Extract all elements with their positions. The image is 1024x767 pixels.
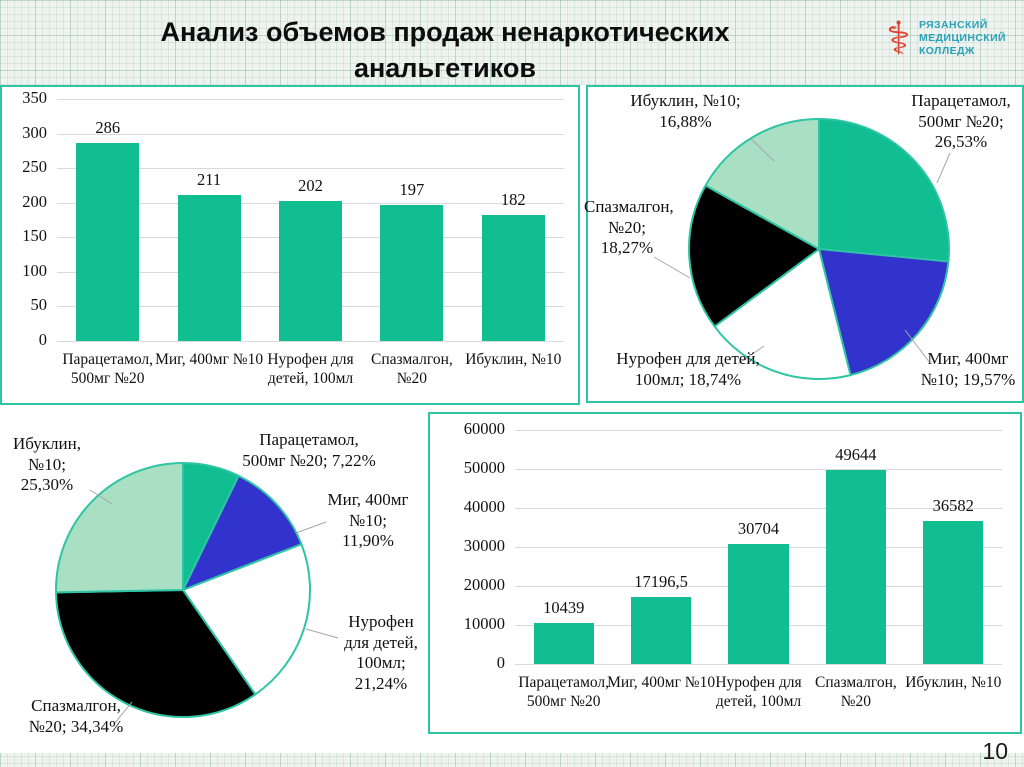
pie-packs-share-svg <box>688 118 950 380</box>
y-tick-label: 0 <box>38 330 47 349</box>
bar-value-label: 286 <box>95 118 121 138</box>
bar-value-label: 197 <box>399 179 425 199</box>
pie-chart-packs-share: Ибуклин, №10; 16,88% Парацетамол, 500мг … <box>584 87 1022 401</box>
slide-title: Анализ объемов продаж ненаркотических ана… <box>30 14 860 86</box>
page-number: 10 <box>982 738 1008 764</box>
category-label: Миг, 400мг №10 <box>607 674 716 691</box>
label-leader-lines <box>89 489 339 725</box>
bar <box>177 195 241 341</box>
pie-label-paracetamol: Парацетамол, 500мг №20; 26,53% <box>911 91 1011 152</box>
pie-label-spazmalgon: Спазмалгон, №20; 18,27% <box>584 197 674 258</box>
y-tick-label: 20000 <box>463 575 505 594</box>
category-label: Нурофен для детей, 100мл <box>267 351 354 388</box>
pie-label-nurofen: Нурофен для детей, 100мл; 21,24% <box>344 612 418 694</box>
pie-slice <box>55 589 257 718</box>
pie-slice <box>704 118 820 250</box>
bar-value-label: 202 <box>298 176 323 196</box>
logo-text-line2: МЕДИЦИНСКИЙ <box>918 31 1006 44</box>
bar <box>630 596 692 664</box>
pie-label-paracetamol: Парацетамол, 500мг №20; 7,22% <box>242 430 376 470</box>
bar-value-label: 49644 <box>835 445 877 465</box>
y-tick-label: 200 <box>22 191 47 211</box>
y-tick-label: 50 <box>30 295 48 315</box>
category-label: Ибуклин, №10 <box>465 351 562 368</box>
grid-line <box>57 168 564 170</box>
pie-label-mig: Миг, 400мг №10; 11,90% <box>327 490 409 551</box>
category-label: Спазмалгон, №20 <box>371 351 453 388</box>
pie-slice <box>713 248 852 380</box>
college-logo: ⚕ РЯЗАНСКИЙ МЕДИЦИНСКИЙ КОЛЛЕДЖ <box>886 12 1006 64</box>
grid-line <box>57 99 564 100</box>
label-leader-lines <box>653 138 951 365</box>
bar <box>279 201 342 341</box>
y-tick-label: 250 <box>22 157 47 177</box>
y-tick-label: 50000 <box>463 458 505 477</box>
bar <box>923 521 984 664</box>
category-label: Нурофен для детей, 100мл <box>715 674 802 711</box>
pie-slice <box>818 248 950 377</box>
y-tick-label: 300 <box>22 122 47 142</box>
grid-line <box>57 133 564 135</box>
slide-title-line1: Анализ объемов продаж ненаркотических <box>160 17 730 47</box>
pie-label-mig: Миг, 400мг №10; 19,57% <box>920 349 1016 389</box>
bar <box>380 204 444 341</box>
bar-chart-packs: 0 50 100 150 200 250 300 350 286 Парацетамол, 500… <box>2 87 578 403</box>
pie-label-nurofen: Нурофен для детей, 100мл; 18,74% <box>616 349 760 389</box>
college-logo-text: РЯЗАНСКИЙ МЕДИЦИНСКИЙ КОЛЛЕДЖ <box>919 19 1006 58</box>
grid-line <box>515 508 1002 509</box>
bar-value-label: 211 <box>197 170 222 190</box>
bar <box>728 544 789 664</box>
category-label: Парацетамол, 500мг №20 <box>62 351 154 388</box>
pie-chart-revenue-share: Ибуклин, №10; 25,30% Парацетамол, 500мг … <box>0 410 428 755</box>
y-tick-label: 40000 <box>463 497 505 516</box>
category-label: Спазмалгон, №20 <box>815 674 897 711</box>
pie-label-ibuklin: Ибуклин, №10; 25,30% <box>13 434 81 495</box>
bar-value-label: 30704 <box>737 519 780 539</box>
bowl-of-hygieia-icon: ⚕ <box>886 11 911 65</box>
bar-chart-revenue: 0 10000 20000 30000 40000 50000 60000 10439 Пара… <box>430 414 1020 732</box>
pie-slice <box>818 118 950 263</box>
bar-value-label: 10439 <box>543 598 585 618</box>
category-label: Парацетамол, 500мг №20 <box>518 674 610 711</box>
grid-line <box>515 664 1002 665</box>
y-tick-label: 30000 <box>463 536 505 555</box>
grid-line <box>57 341 564 342</box>
bar-value-label: 36582 <box>932 496 974 516</box>
y-tick-label: 100 <box>22 260 47 280</box>
pie-slice <box>55 462 184 594</box>
pie-label-spazmalgon: Спазмалгон, №20; 34,34% <box>28 696 124 736</box>
y-tick-label: 60000 <box>463 419 505 438</box>
logo-text-line3: КОЛЛЕДЖ <box>918 44 975 57</box>
bar <box>825 470 887 664</box>
pie-chart-packs-share-panel: Ибуклин, №10; 16,88% Парацетамол, 500мг … <box>584 85 1024 403</box>
grid-line <box>515 469 1002 470</box>
y-tick-label: 0 <box>496 653 505 672</box>
y-tick-label: 150 <box>22 226 47 246</box>
bar <box>76 143 140 341</box>
bar <box>481 215 545 341</box>
pie-label-ibuklin: Ибуклин, №10; 16,88% <box>630 91 741 131</box>
bar-chart-packs-panel: 0 50 100 150 200 250 300 350 286 Парацетамол, 500… <box>0 85 580 405</box>
pie-revenue-share-svg <box>55 462 311 718</box>
y-tick-label: 10000 <box>463 614 505 633</box>
y-tick-label: 350 <box>22 88 47 107</box>
category-label: Миг, 400мг №10 <box>155 351 264 368</box>
category-label: Ибуклин, №10 <box>905 674 1002 691</box>
bar <box>533 623 594 664</box>
bar-chart-revenue-panel: 0 10000 20000 30000 40000 50000 60000 10439 Пара… <box>428 412 1022 734</box>
pie-chart-revenue-share-panel: Ибуклин, №10; 25,30% Парацетамол, 500мг … <box>0 410 428 755</box>
bar-value-label: 182 <box>500 190 526 210</box>
pie-slice <box>182 543 311 696</box>
pie-slice <box>688 184 820 328</box>
grid-line <box>515 430 1002 431</box>
bar-value-label: 17196,5 <box>634 571 688 591</box>
pie-slice <box>182 474 303 591</box>
slide-title-line2: анальгетиков <box>353 53 537 83</box>
logo-text-line1: РЯЗАНСКИЙ <box>918 18 988 31</box>
